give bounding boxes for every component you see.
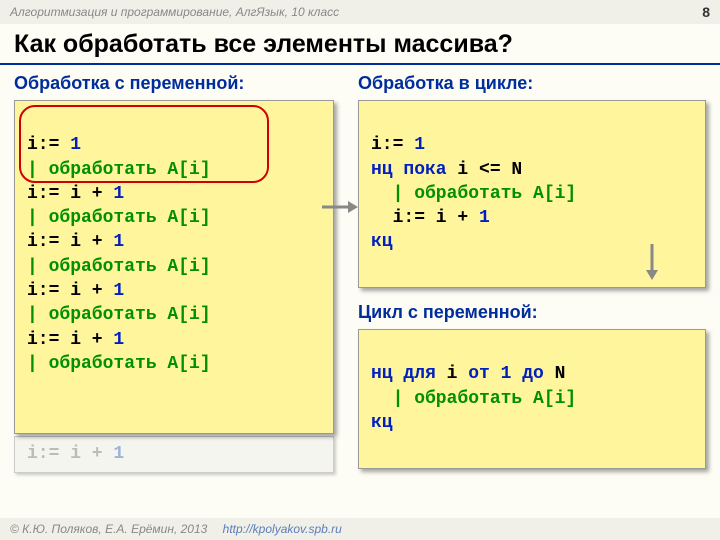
code-text: i:= i + [27, 184, 113, 204]
code-text: i:= [371, 135, 414, 155]
code-comment: | обработать A[i] [27, 305, 211, 325]
code-text: i:= i + [27, 281, 113, 301]
code-text: i:= i + [27, 330, 113, 350]
page-title: Как обработать все элементы массива? [0, 24, 720, 65]
code-comment: | обработать A[i] [27, 257, 211, 277]
right-heading-2: Цикл с переменной: [358, 302, 706, 323]
code-num: 1 [113, 232, 124, 252]
right-heading-1: Обработка в цикле: [358, 73, 706, 94]
arrow-down-icon [640, 242, 664, 282]
faded-num: 1 [113, 444, 124, 464]
code-num: 1 [479, 208, 490, 228]
left-code-box: i:= 1 | обработать A[i] i:= i + 1 | обра… [14, 100, 334, 434]
code-text: i:= [27, 135, 70, 155]
left-column: Обработка с переменной: i:= 1 | обработа… [14, 69, 334, 473]
footer-bar: © К.Ю. Поляков, Е.А. Ерёмин, 2013 http:/… [0, 518, 720, 540]
arrow-right-icon [320, 195, 360, 219]
code-comment: | обработать A[i] [371, 389, 576, 409]
code-comment: | обработать A[i] [371, 184, 576, 204]
content-area: Обработка с переменной: i:= 1 | обработа… [0, 65, 720, 477]
code-num: 1 [414, 135, 425, 155]
code-kw: кц [371, 413, 393, 433]
code-kw: кц [371, 232, 393, 252]
code-text: N [544, 364, 566, 384]
code-num: 1 [113, 184, 124, 204]
code-num: 1 [113, 281, 124, 301]
code-num: 1 [70, 135, 81, 155]
code-num: 1 [113, 330, 124, 350]
code-text: i:= i + [27, 232, 113, 252]
copyright-text: © К.Ю. Поляков, Е.А. Ерёмин, 2013 [10, 522, 207, 536]
code-text: i [436, 364, 468, 384]
code-kw: от [468, 364, 500, 384]
right-code-box-2: нц для i от 1 до N | обработать A[i] кц [358, 329, 706, 468]
footer-url: http://kpolyakov.spb.ru [223, 522, 342, 536]
course-label: Алгоритмизация и программирование, АлгЯз… [10, 5, 339, 19]
left-faded-box: i:= i + 1 [14, 436, 334, 473]
faded-text: i:= i + [27, 444, 113, 464]
code-comment: | обработать A[i] [27, 208, 211, 228]
header-bar: Алгоритмизация и программирование, АлгЯз… [0, 0, 720, 24]
page-number: 8 [702, 4, 710, 20]
code-num: 1 [501, 364, 523, 384]
code-kw: нц пока [371, 160, 447, 180]
code-text: i <= N [447, 160, 523, 180]
code-comment: | обработать A[i] [27, 354, 211, 374]
code-kw: нц для [371, 364, 436, 384]
code-comment: | обработать A[i] [27, 160, 211, 180]
code-text: i:= i + [371, 208, 479, 228]
code-kw: до [522, 364, 544, 384]
left-heading: Обработка с переменной: [14, 73, 334, 94]
